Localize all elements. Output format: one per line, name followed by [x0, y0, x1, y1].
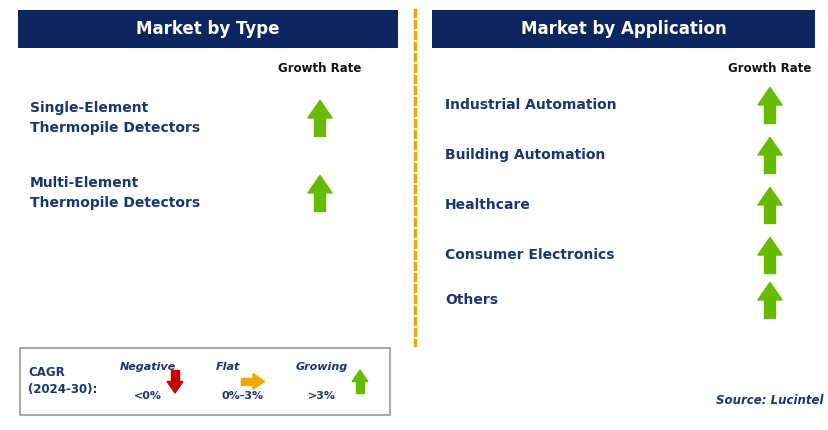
Polygon shape [356, 381, 363, 393]
Polygon shape [352, 370, 368, 381]
Text: 0%-3%: 0%-3% [222, 391, 264, 401]
FancyBboxPatch shape [18, 10, 397, 48]
Polygon shape [757, 237, 781, 255]
Polygon shape [307, 100, 332, 118]
Polygon shape [757, 138, 781, 155]
Text: Source: Lucintel: Source: Lucintel [715, 393, 823, 406]
Polygon shape [763, 300, 774, 318]
Polygon shape [757, 283, 781, 300]
Polygon shape [253, 374, 264, 390]
Polygon shape [171, 370, 178, 381]
Text: Market by Type: Market by Type [136, 20, 279, 38]
Text: <0%: <0% [134, 391, 161, 401]
Text: Flat: Flat [215, 362, 240, 372]
FancyBboxPatch shape [431, 10, 814, 48]
Text: Negative: Negative [120, 362, 176, 372]
Text: Growth Rate: Growth Rate [728, 62, 811, 75]
Polygon shape [307, 175, 332, 193]
Text: Market by Application: Market by Application [520, 20, 725, 38]
Polygon shape [314, 118, 325, 135]
Text: Growth Rate: Growth Rate [278, 62, 361, 75]
Text: Healthcare: Healthcare [445, 198, 530, 212]
FancyBboxPatch shape [20, 348, 389, 415]
Text: Industrial Automation: Industrial Automation [445, 98, 616, 112]
Text: Growing: Growing [296, 362, 348, 372]
Polygon shape [757, 187, 781, 205]
Text: Consumer Electronics: Consumer Electronics [445, 248, 614, 262]
Polygon shape [763, 155, 774, 172]
Polygon shape [757, 87, 781, 105]
Polygon shape [314, 193, 325, 211]
Polygon shape [763, 205, 774, 223]
Text: CAGR
(2024-30):: CAGR (2024-30): [28, 366, 97, 396]
Polygon shape [241, 378, 253, 385]
Text: Building Automation: Building Automation [445, 148, 604, 162]
Polygon shape [167, 381, 183, 393]
Text: Others: Others [445, 293, 498, 307]
Text: Multi-Element
Thermopile Detectors: Multi-Element Thermopile Detectors [30, 176, 200, 210]
Text: Single-Element
Thermopile Detectors: Single-Element Thermopile Detectors [30, 101, 200, 135]
Text: >3%: >3% [308, 391, 335, 401]
Polygon shape [763, 105, 774, 123]
Polygon shape [763, 255, 774, 273]
